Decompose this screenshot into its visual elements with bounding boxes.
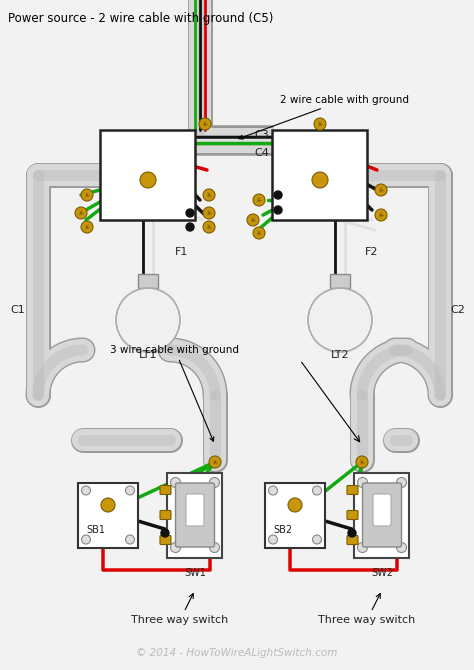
Circle shape: [357, 543, 367, 553]
Text: SW2: SW2: [371, 568, 393, 578]
Circle shape: [253, 194, 265, 206]
Circle shape: [171, 543, 181, 553]
Text: Power source - 2 wire cable with ground (C5): Power source - 2 wire cable with ground …: [8, 12, 273, 25]
Bar: [138, 274, 158, 288]
FancyBboxPatch shape: [160, 511, 171, 519]
FancyBboxPatch shape: [347, 535, 358, 545]
Circle shape: [247, 214, 259, 226]
Circle shape: [209, 456, 221, 468]
Text: 2 wire cable with ground: 2 wire cable with ground: [239, 95, 409, 139]
Circle shape: [186, 223, 194, 231]
Circle shape: [375, 184, 387, 196]
Circle shape: [312, 172, 328, 188]
Text: C3: C3: [254, 130, 269, 140]
Text: SB1: SB1: [86, 525, 106, 535]
FancyBboxPatch shape: [347, 511, 358, 519]
FancyBboxPatch shape: [265, 482, 325, 547]
Text: C2: C2: [451, 305, 465, 315]
Circle shape: [396, 543, 407, 553]
Text: Three way switch: Three way switch: [131, 594, 228, 625]
Circle shape: [81, 221, 93, 233]
Circle shape: [126, 486, 135, 495]
Bar: [330, 274, 350, 288]
Circle shape: [312, 535, 321, 544]
Text: C1: C1: [10, 305, 26, 315]
Circle shape: [101, 498, 115, 512]
Circle shape: [82, 486, 91, 495]
Circle shape: [253, 227, 265, 239]
Circle shape: [288, 498, 302, 512]
Circle shape: [375, 209, 387, 221]
Text: SB2: SB2: [273, 525, 292, 535]
Circle shape: [116, 288, 180, 352]
Circle shape: [203, 207, 215, 219]
Circle shape: [75, 207, 87, 219]
Text: F2: F2: [365, 247, 379, 257]
Circle shape: [126, 535, 135, 544]
Circle shape: [210, 543, 219, 553]
Circle shape: [203, 221, 215, 233]
Text: C4: C4: [254, 148, 269, 158]
FancyBboxPatch shape: [186, 494, 204, 526]
Circle shape: [268, 486, 277, 495]
FancyBboxPatch shape: [175, 483, 215, 547]
Circle shape: [140, 172, 156, 188]
Circle shape: [171, 478, 181, 488]
Circle shape: [314, 118, 326, 130]
Circle shape: [274, 206, 282, 214]
Circle shape: [356, 456, 368, 468]
Circle shape: [308, 288, 372, 352]
Text: LT2: LT2: [331, 350, 349, 360]
FancyBboxPatch shape: [160, 535, 171, 545]
FancyBboxPatch shape: [347, 486, 358, 494]
Circle shape: [274, 191, 282, 199]
FancyBboxPatch shape: [373, 494, 391, 526]
Circle shape: [312, 486, 321, 495]
Text: Three way switch: Three way switch: [319, 594, 416, 625]
FancyBboxPatch shape: [167, 472, 222, 557]
FancyBboxPatch shape: [355, 472, 410, 557]
FancyBboxPatch shape: [160, 486, 171, 494]
Circle shape: [199, 118, 211, 130]
Circle shape: [357, 478, 367, 488]
Circle shape: [186, 209, 194, 217]
Circle shape: [348, 529, 356, 537]
FancyBboxPatch shape: [78, 482, 138, 547]
Circle shape: [82, 535, 91, 544]
Text: LT1: LT1: [139, 350, 157, 360]
Circle shape: [268, 535, 277, 544]
Circle shape: [203, 189, 215, 201]
Text: SW1: SW1: [184, 568, 206, 578]
FancyBboxPatch shape: [363, 483, 401, 547]
Circle shape: [396, 478, 407, 488]
Circle shape: [81, 189, 93, 201]
Circle shape: [210, 478, 219, 488]
Circle shape: [161, 529, 169, 537]
Text: © 2014 - HowToWireALightSwitch.com: © 2014 - HowToWireALightSwitch.com: [137, 648, 337, 658]
FancyBboxPatch shape: [273, 130, 367, 220]
FancyBboxPatch shape: [100, 130, 195, 220]
Text: F1: F1: [175, 247, 188, 257]
Text: 3 wire cable with ground: 3 wire cable with ground: [110, 345, 239, 442]
